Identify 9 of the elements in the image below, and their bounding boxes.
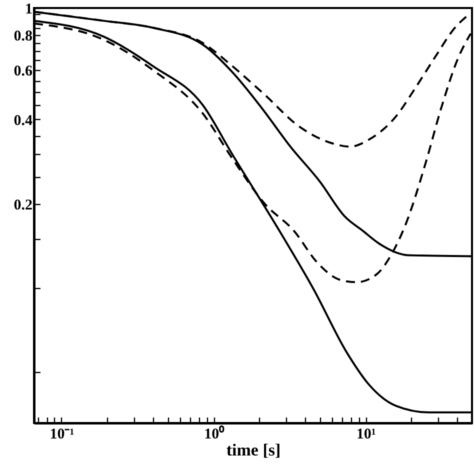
x-axis-title: time [s] xyxy=(226,440,281,460)
x-tick-label: 10⁻¹ xyxy=(50,426,74,442)
y-tick-label: 0.8 xyxy=(14,28,32,45)
x-tick-label: 10¹ xyxy=(356,426,376,442)
x-tick-label: 10⁰ xyxy=(204,424,226,442)
y-tick-label: 0.6 xyxy=(14,64,33,80)
y-tick-label: 0.2 xyxy=(14,197,32,214)
y-tick-label: 0.4 xyxy=(14,112,33,129)
y-tick-label: 1 xyxy=(25,2,32,18)
